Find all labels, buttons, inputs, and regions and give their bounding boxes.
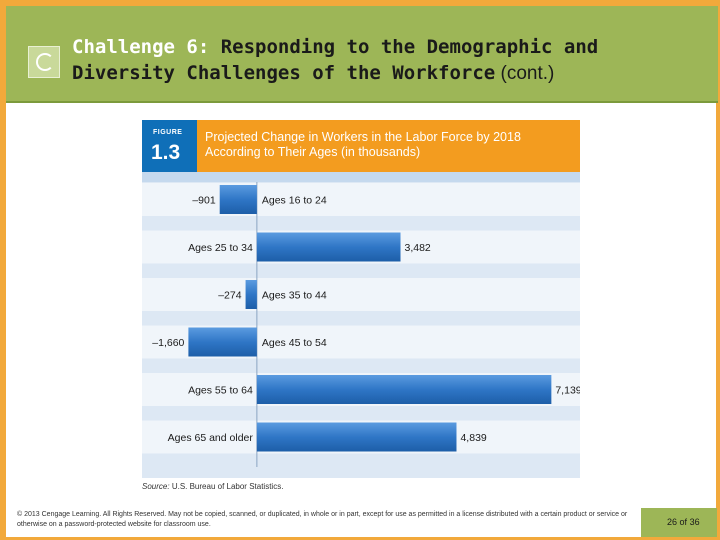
chart-value-label: –1,660 bbox=[152, 337, 184, 349]
chart-bar bbox=[256, 375, 552, 404]
page-indicator: 26 of 36 bbox=[641, 508, 717, 537]
figure-badge: FIGURE 1.3 bbox=[142, 120, 197, 172]
slide-frame-right bbox=[716, 0, 720, 540]
page-sep: of bbox=[679, 517, 688, 527]
slide-logo-icon bbox=[28, 46, 60, 78]
chart-value-label: 7,139 bbox=[555, 385, 580, 397]
slide-title: Challenge 6: Responding to the Demograph… bbox=[72, 34, 712, 87]
slide-header bbox=[6, 6, 718, 103]
page-total: 36 bbox=[689, 517, 700, 527]
slide-title-main: Responding to the Demographic and Divers… bbox=[72, 36, 599, 84]
slide-title-suffix: (cont.) bbox=[495, 63, 555, 84]
chart-category-label: Ages 65 and older bbox=[168, 432, 254, 444]
figure-source-label: Source: bbox=[142, 482, 170, 491]
figure-source: Source: U.S. Bureau of Labor Statistics. bbox=[142, 482, 283, 491]
chart-bar bbox=[188, 327, 257, 357]
figure-title-line1: Projected Change in Workers in the Labor… bbox=[205, 130, 521, 144]
chart-value-label: –274 bbox=[218, 290, 242, 302]
chart-bar bbox=[256, 422, 457, 452]
chart-row-band bbox=[142, 278, 580, 311]
chart-value-label: 3,482 bbox=[405, 242, 431, 254]
bar-chart: Ages 16 to 24 –901 Ages 25 to 34 3,482 Ages … bbox=[142, 182, 580, 467]
chart-bar bbox=[219, 185, 257, 214]
figure-number: 1.3 bbox=[151, 141, 181, 164]
slide-frame-top bbox=[0, 0, 720, 6]
chart-bar bbox=[256, 232, 401, 262]
slide-title-prefix: Challenge 6: bbox=[72, 36, 210, 58]
chart-value-label: 4,839 bbox=[460, 432, 486, 444]
chart-category-label: Ages 25 to 34 bbox=[188, 242, 253, 254]
footer-copyright: © 2013 Cengage Learning. All Rights Rese… bbox=[17, 511, 628, 528]
figure-header: FIGURE 1.3 Projected Change in Workers i… bbox=[142, 120, 580, 172]
slide-frame-bottom bbox=[0, 537, 720, 540]
chart-value-label: –901 bbox=[192, 195, 216, 207]
figure-label: FIGURE bbox=[153, 129, 183, 136]
figure-title: Projected Change in Workers in the Labor… bbox=[205, 130, 575, 160]
chart-category-label: Ages 35 to 44 bbox=[262, 290, 327, 302]
chart-category-label: Ages 55 to 64 bbox=[188, 385, 253, 397]
figure-source-text: U.S. Bureau of Labor Statistics. bbox=[171, 482, 284, 491]
page-current: 26 bbox=[667, 517, 678, 527]
chart-category-label: Ages 16 to 24 bbox=[262, 195, 327, 207]
slide-frame-left bbox=[0, 0, 6, 540]
figure-subheader-band bbox=[142, 172, 580, 182]
figure-panel: FIGURE 1.3 Projected Change in Workers i… bbox=[142, 120, 580, 478]
chart-category-label: Ages 45 to 54 bbox=[262, 337, 327, 349]
chart-bar bbox=[245, 280, 257, 309]
figure-title-line2: According to Their Ages (in thousands) bbox=[205, 145, 421, 159]
chart-row-band bbox=[142, 183, 580, 216]
